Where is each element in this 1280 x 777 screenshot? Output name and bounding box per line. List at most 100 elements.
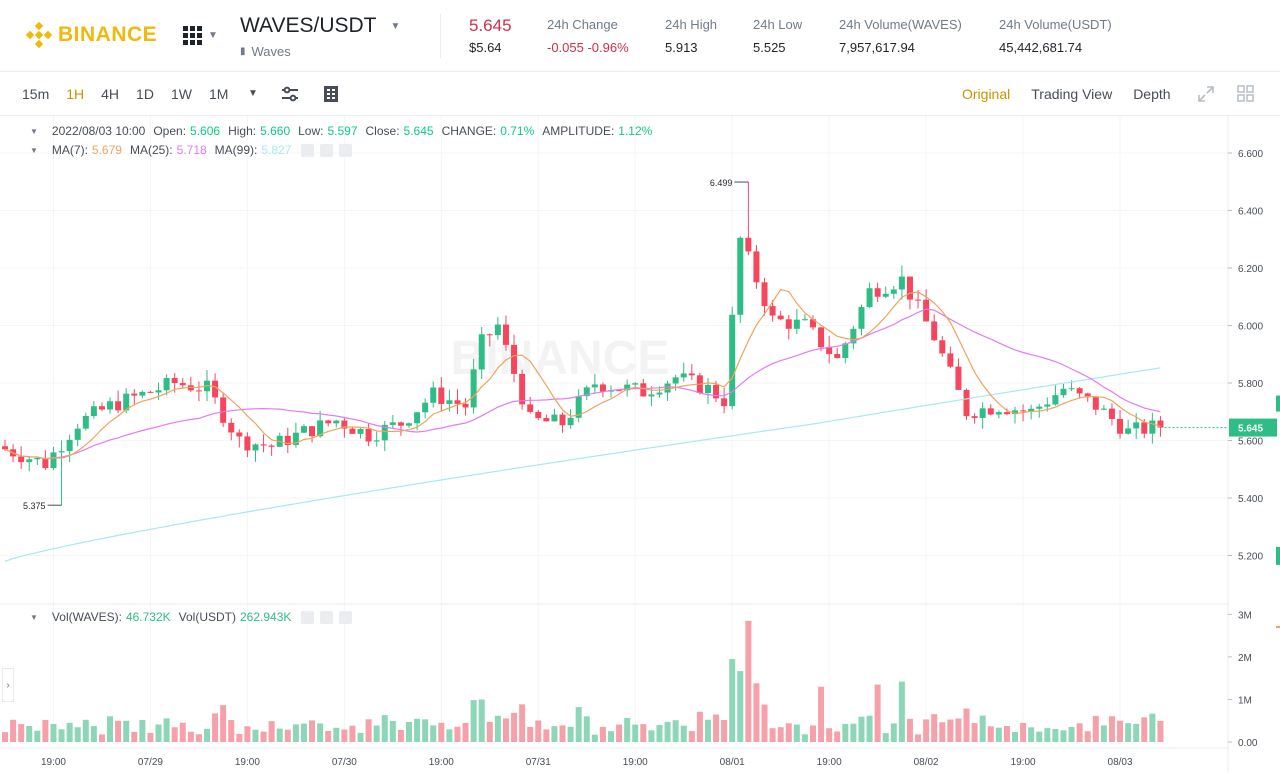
vol-tick-label: 3M [1238, 610, 1252, 621]
candle-body [381, 424, 388, 441]
candle-body [82, 415, 89, 429]
volume-bar [866, 715, 873, 742]
candle-body [107, 401, 114, 410]
eye-icon[interactable] [301, 143, 315, 157]
view-trading-view[interactable]: Trading View [1031, 86, 1113, 102]
volume-bar [1060, 730, 1067, 742]
asset-name[interactable]: Waves [251, 44, 291, 59]
header-divider [440, 14, 441, 58]
candle-body [34, 457, 41, 460]
candle-body [123, 393, 130, 411]
view-selector: Original Trading View Depth [962, 86, 1192, 102]
layout-grid-icon[interactable] [1236, 84, 1256, 104]
volume-bar [939, 722, 946, 742]
x-tick-label: 19:00 [817, 757, 842, 768]
candle-body [131, 393, 138, 396]
candlestick-chart[interactable]: BINANCE 6.499 5.375 6.600 6.400 6.200 6.000 5.8… [0, 116, 1280, 772]
indicators-icon[interactable] [321, 84, 341, 104]
candle-body [1012, 410, 1018, 415]
legend-label: MA(99): [214, 143, 258, 157]
volume-bar [963, 708, 970, 742]
pair-selector[interactable]: WAVES/USDT ▼ ▮ Waves [240, 14, 400, 59]
x-tick-label: 19:00 [623, 757, 648, 768]
legend-change: 0.71% [500, 124, 535, 138]
close-icon[interactable] [339, 610, 353, 624]
candle-body [640, 383, 647, 397]
volume-bar [18, 724, 25, 742]
volume-bar [971, 723, 978, 742]
x-tick-label: 19:00 [1011, 757, 1036, 768]
volume-bar [801, 734, 808, 742]
binance-logo[interactable]: BINANCE [26, 22, 157, 48]
eye-icon[interactable] [301, 610, 315, 624]
candle-body [1157, 420, 1164, 428]
stat-value: -0.055 -0.96% [547, 40, 629, 55]
axis-marker [1276, 626, 1280, 628]
volume-bar [656, 725, 663, 742]
settings-icon[interactable] [320, 610, 334, 624]
volume-bar [187, 731, 194, 742]
candle-body [704, 384, 711, 394]
legend-label: High: [228, 124, 257, 138]
volume-bar [567, 726, 574, 742]
interval-1m[interactable]: 1M [208, 86, 229, 102]
settings-icon[interactable] [320, 143, 334, 157]
close-icon[interactable] [339, 143, 353, 157]
more-intervals-chevron-icon[interactable]: ▼ [248, 88, 258, 99]
high-marker-label: 6.499 [710, 178, 733, 188]
volume-bar [228, 720, 235, 742]
volume-bar [462, 722, 469, 742]
expand-sidebar-chevron-icon[interactable]: › [2, 668, 14, 702]
chart-area[interactable]: BINANCE 6.499 5.375 6.600 6.400 6.200 6.000 5.8… [0, 116, 1280, 772]
volume-bar [42, 719, 49, 742]
axis-marker [1276, 395, 1280, 412]
legend-ma7: 5.679 [91, 143, 122, 157]
volume-bar [349, 725, 356, 742]
candle-body [1028, 408, 1035, 412]
candle-body [422, 402, 429, 413]
volume-bar [931, 714, 938, 742]
apps-menu[interactable]: ▼ [183, 26, 218, 45]
volume-bar [995, 727, 1002, 742]
view-depth[interactable]: Depth [1133, 86, 1171, 102]
volume-bar [680, 725, 687, 742]
interval-4h[interactable]: 4H [101, 86, 120, 102]
candle-body [284, 435, 291, 446]
volume-bar [527, 726, 534, 742]
candle-body [220, 397, 227, 423]
volume-bar [438, 722, 445, 742]
volume-bar [955, 718, 962, 742]
settings-sliders-icon[interactable] [280, 84, 300, 104]
last-price-block: 5.645 $5.64 [469, 16, 512, 55]
interval-15m[interactable]: 15m [22, 86, 50, 102]
collapse-caret-icon[interactable]: ▼ [30, 126, 38, 136]
volume-bar [640, 724, 647, 742]
collapse-caret-icon[interactable]: ▼ [30, 612, 38, 622]
candle-body [527, 404, 534, 412]
candle-body [801, 319, 808, 321]
interval-1h[interactable]: 1H [66, 86, 85, 102]
volume-bar [373, 725, 380, 742]
y-tick-label: 5.600 [1238, 437, 1263, 448]
volume-bar [624, 718, 631, 742]
collapse-caret-icon[interactable]: ▼ [30, 145, 38, 155]
candle-body [1052, 395, 1059, 405]
candle-body [115, 401, 122, 411]
interval-1d[interactable]: 1D [136, 86, 154, 102]
fullscreen-icon[interactable] [1196, 84, 1216, 104]
volume-bar [252, 729, 259, 742]
candle-body [389, 422, 396, 425]
interval-1w[interactable]: 1W [170, 86, 192, 102]
candle-body [454, 400, 461, 404]
view-original[interactable]: Original [962, 86, 1011, 102]
candle-body [486, 334, 493, 336]
volume-bar [608, 731, 614, 742]
volume-bar [406, 721, 412, 742]
volume-bar [761, 704, 768, 742]
candle-body [729, 314, 736, 407]
candle-body [745, 237, 752, 252]
volume-bar [882, 733, 889, 742]
candle-body [664, 383, 671, 393]
chevron-down-icon[interactable]: ▼ [390, 20, 401, 32]
legend-ma25: 5.718 [176, 143, 207, 157]
